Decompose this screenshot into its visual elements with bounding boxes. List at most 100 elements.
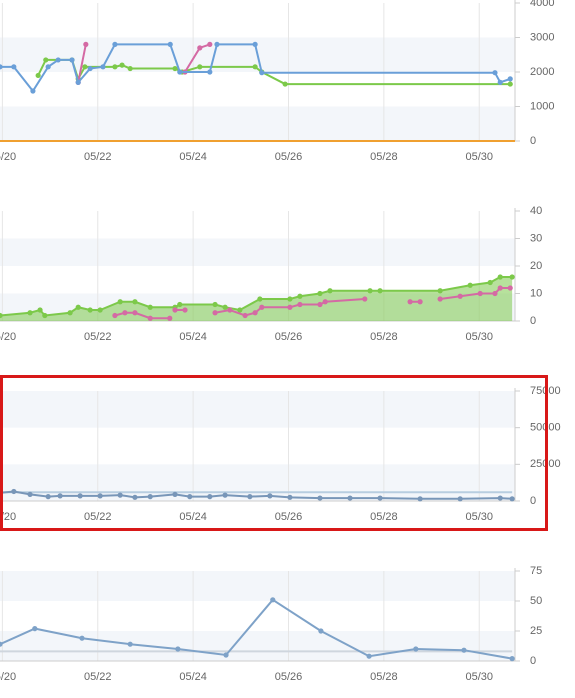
point: [297, 301, 303, 308]
point: [87, 307, 93, 313]
point: [11, 488, 17, 495]
point: [0, 312, 3, 319]
point: [257, 296, 263, 302]
x-tick-label: 05/28: [370, 151, 398, 163]
point: [30, 88, 36, 94]
point: [497, 79, 503, 85]
point: [167, 315, 173, 321]
point: [237, 307, 243, 313]
point: [67, 310, 73, 316]
band: [0, 106, 515, 141]
point: [97, 493, 103, 499]
y-tick-label: 1000: [530, 100, 554, 112]
point: [177, 69, 183, 75]
point: [377, 495, 383, 501]
point: [177, 301, 183, 308]
point: [75, 79, 81, 85]
point: [437, 288, 443, 294]
point: [45, 494, 51, 500]
point: [497, 285, 503, 291]
point: [112, 41, 118, 48]
point: [509, 656, 515, 662]
point: [197, 64, 203, 70]
point: [35, 72, 41, 79]
x-tick-label: 05/28: [370, 671, 398, 683]
point: [117, 492, 123, 498]
band: [0, 571, 515, 601]
point: [132, 310, 138, 316]
point: [287, 494, 293, 500]
point: [119, 62, 125, 68]
point: [222, 492, 228, 498]
point: [477, 290, 483, 297]
point: [507, 81, 513, 87]
point: [0, 641, 3, 647]
x-tick-label: 05/26: [275, 151, 303, 163]
x-tick-label: 05/28: [370, 511, 398, 523]
point: [147, 304, 153, 310]
band: [0, 391, 515, 428]
y-tick-label: 0: [530, 315, 536, 327]
y-tick-label: 2000: [530, 66, 554, 78]
point: [413, 646, 419, 652]
series-line: [0, 276, 513, 317]
y-tick-label: 25: [530, 625, 542, 637]
point: [172, 65, 178, 72]
point: [27, 310, 33, 316]
point: [457, 496, 463, 502]
highlight-box: [0, 375, 548, 531]
x-tick-label: 05/30: [465, 671, 493, 683]
point: [247, 494, 253, 500]
point: [318, 628, 324, 634]
point: [492, 290, 498, 297]
x-tick-label: 05/24: [179, 151, 207, 163]
y-tick-label: 30: [530, 232, 542, 244]
point: [509, 274, 515, 280]
x-tick-label: 05/20: [0, 511, 16, 523]
point: [317, 495, 323, 501]
point: [207, 41, 213, 48]
point: [69, 57, 75, 63]
point: [461, 647, 467, 653]
point: [55, 57, 61, 63]
point: [507, 76, 513, 82]
point: [297, 293, 303, 299]
point: [270, 597, 276, 603]
x-tick-label: 05/20: [0, 331, 16, 343]
x-tick-label: 05/22: [84, 671, 112, 683]
point: [252, 41, 258, 48]
point: [252, 310, 258, 316]
point: [457, 293, 463, 299]
point: [259, 304, 265, 310]
y-tick-label: 10: [530, 287, 542, 299]
point: [207, 69, 213, 75]
y-tick-label: 40: [530, 205, 542, 217]
x-tick-label: 05/22: [84, 511, 112, 523]
y-tick-label: 20: [530, 260, 542, 272]
point: [362, 296, 368, 302]
area-fill: [0, 277, 513, 321]
point: [287, 296, 293, 302]
y-tick-label: 0: [530, 135, 536, 147]
point: [83, 41, 89, 48]
series-line: [0, 598, 513, 660]
y-tick-label: 0: [530, 655, 536, 667]
point: [212, 301, 218, 308]
point: [197, 45, 203, 51]
point: [187, 494, 193, 500]
point: [112, 64, 118, 70]
point: [509, 496, 515, 502]
point: [222, 304, 228, 310]
point: [132, 494, 138, 500]
point: [175, 646, 181, 652]
x-tick-label: 05/20: [0, 151, 16, 163]
y-tick-label: 75: [530, 565, 542, 577]
point: [207, 494, 213, 500]
point: [507, 285, 513, 291]
point: [11, 64, 17, 70]
point: [497, 495, 503, 501]
x-tick-label: 05/22: [84, 151, 112, 163]
x-tick-label: 05/26: [275, 671, 303, 683]
point: [227, 307, 233, 313]
x-tick-label: 05/22: [84, 331, 112, 343]
